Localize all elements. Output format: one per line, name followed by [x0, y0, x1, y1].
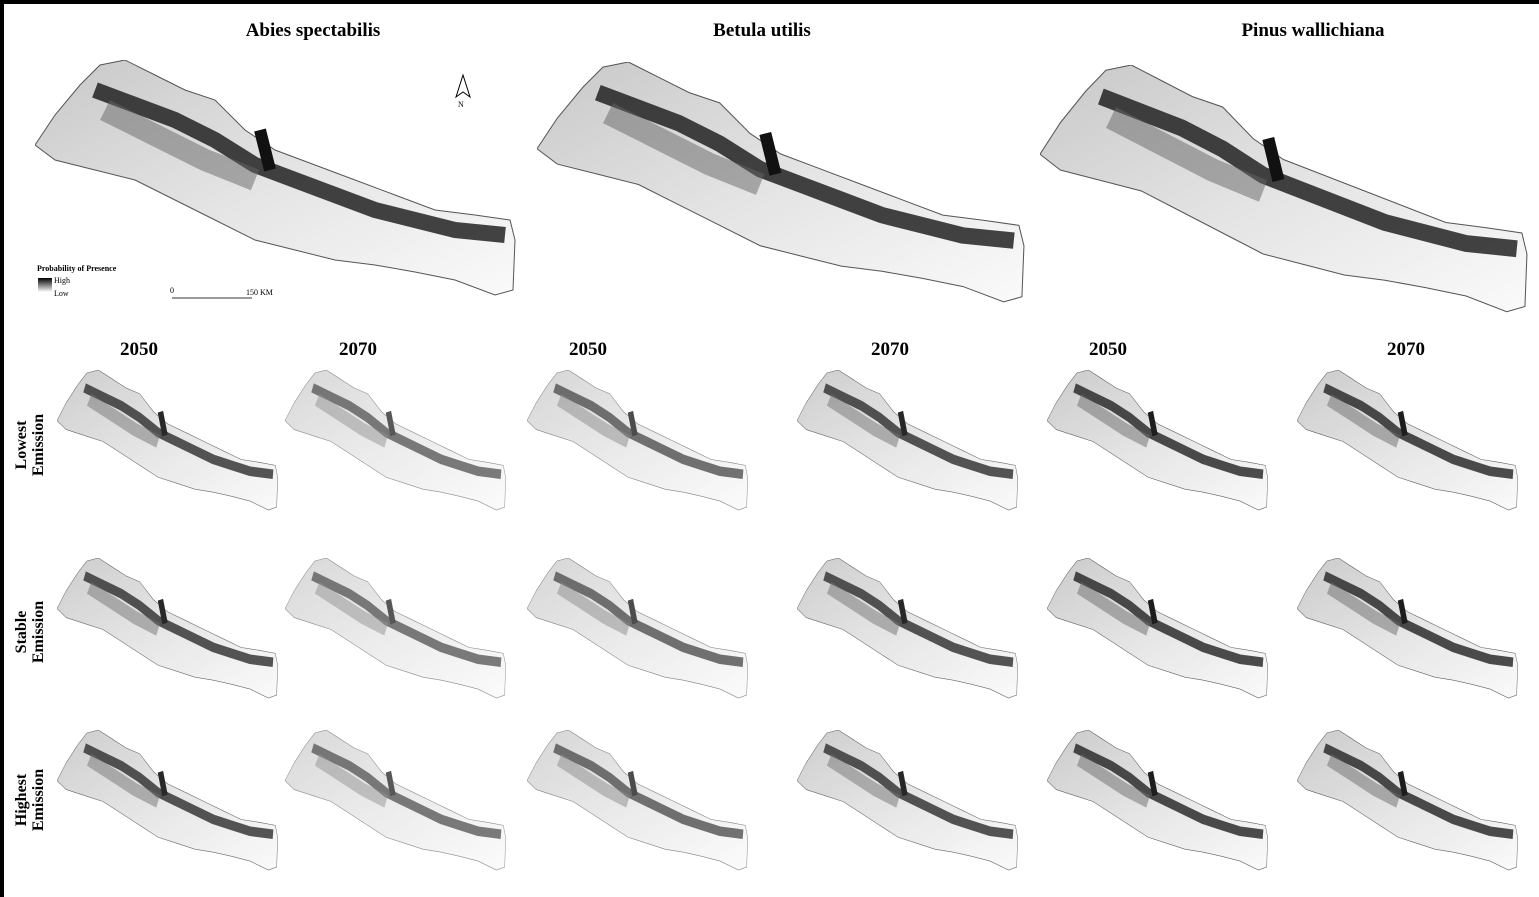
map — [57, 730, 278, 870]
scenario-label: LowestEmission — [13, 414, 47, 476]
map — [527, 730, 748, 870]
scenario-line: Emission — [30, 414, 47, 476]
scenario-label: HighestEmission — [13, 769, 47, 831]
map — [797, 730, 1018, 870]
map — [1040, 65, 1527, 312]
species-title: Abies spectabilis — [246, 20, 381, 41]
figure: Probability of Presence High Low 0 150 K… — [0, 0, 1539, 897]
year-label: 2050 — [569, 339, 607, 360]
species-title: Betula utilis — [713, 20, 811, 41]
map — [285, 370, 506, 510]
map — [285, 730, 506, 870]
year-label: 2070 — [1387, 339, 1425, 360]
scenario-label: StableEmission — [13, 601, 47, 663]
map — [527, 558, 748, 698]
map — [1297, 370, 1518, 510]
legend-high: High — [54, 276, 70, 285]
north-arrow — [456, 75, 470, 97]
legend-low: Low — [54, 289, 69, 298]
scenario-line: Lowest — [13, 420, 30, 470]
year-label: 2070 — [339, 339, 377, 360]
map — [285, 558, 506, 698]
map — [57, 558, 278, 698]
scenario-line: Stable — [13, 611, 30, 654]
map — [527, 370, 748, 510]
scenario-line: Emission — [30, 769, 47, 831]
map — [35, 60, 515, 295]
map — [1297, 730, 1518, 870]
year-label: 2050 — [1089, 339, 1127, 360]
map — [1047, 730, 1268, 870]
scenario-line: Highest — [13, 773, 30, 826]
north-label: N — [458, 100, 464, 109]
map — [57, 370, 278, 510]
map — [537, 62, 1024, 302]
year-label: 2070 — [871, 339, 909, 360]
legend-ramp — [38, 278, 52, 292]
scale-end: 150 KM — [246, 288, 273, 297]
map — [797, 558, 1018, 698]
map — [797, 370, 1018, 510]
map — [1047, 370, 1268, 510]
legend-title: Probability of Presence — [37, 264, 117, 273]
year-label: 2050 — [120, 339, 158, 360]
map — [1047, 558, 1268, 698]
scale-start: 0 — [170, 286, 174, 295]
species-title: Pinus wallichiana — [1241, 20, 1385, 41]
scenario-line: Emission — [30, 601, 47, 663]
map — [1297, 558, 1518, 698]
